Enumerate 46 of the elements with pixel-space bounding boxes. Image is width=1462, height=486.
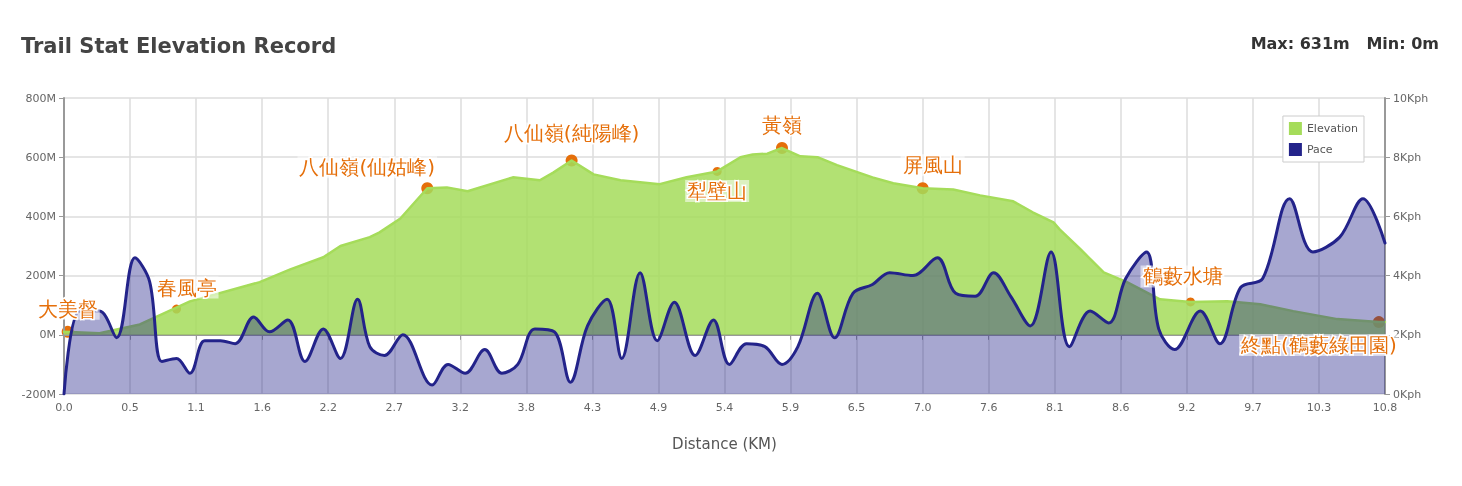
x-tick-label: 1.6 bbox=[253, 401, 271, 414]
x-tick-label: 9.2 bbox=[1178, 401, 1196, 414]
x-tick-label: 8.6 bbox=[1112, 401, 1130, 414]
chart-subtitle: Max: 631m Min: 0m bbox=[1250, 33, 1439, 53]
x-tick-label: 0.0 bbox=[55, 401, 73, 414]
x-tick-label: 10.3 bbox=[1306, 401, 1332, 414]
y2-tick-label: 8Kph bbox=[1393, 150, 1422, 164]
annotation: 大美督 bbox=[37, 296, 98, 321]
annotation: 終點(鶴藪綠田園) bbox=[1240, 333, 1397, 358]
legend-label: Elevation bbox=[1306, 122, 1359, 135]
annotation: 黃嶺 bbox=[761, 113, 802, 138]
y-tick-label: 600M bbox=[25, 150, 56, 164]
x-tick-label: 4.3 bbox=[583, 401, 602, 414]
y2-tick-label: 6Kph bbox=[1393, 209, 1422, 223]
y-tick-label: 200M bbox=[25, 269, 56, 283]
annotation: 鶴藪水塘 bbox=[1142, 264, 1223, 289]
x-tick-label: 5.9 bbox=[781, 401, 800, 414]
x-tick-label: 7.0 bbox=[913, 401, 932, 414]
y2-tick-label: 0Kph bbox=[1393, 387, 1422, 401]
x-tick-label: 8.1 bbox=[1046, 401, 1064, 414]
x-tick-label: 3.2 bbox=[451, 401, 470, 414]
annotation: 春風亭 bbox=[156, 275, 217, 300]
y-tick-label: 400M bbox=[25, 209, 56, 223]
legend-label: Pace bbox=[1306, 143, 1333, 156]
y2-tick-label: 4Kph bbox=[1393, 269, 1422, 283]
annotation: 犁壁山 bbox=[687, 178, 748, 203]
x-tick-label: 4.9 bbox=[649, 401, 668, 414]
y-tick-label: 0M bbox=[39, 328, 56, 342]
x-tick-label: 7.6 bbox=[979, 401, 998, 414]
x-tick-label: 6.5 bbox=[847, 401, 866, 414]
x-axis-title: Distance (KM) bbox=[672, 434, 777, 453]
y-tick-label: 800M bbox=[25, 91, 56, 105]
annotation: 屏風山 bbox=[902, 153, 963, 178]
x-tick-label: 2.2 bbox=[319, 401, 337, 414]
annotation: 八仙嶺(仙姑峰) bbox=[299, 155, 436, 180]
x-tick-label: 2.7 bbox=[385, 401, 403, 414]
annotation: 八仙嶺(純陽峰) bbox=[503, 121, 640, 146]
x-tick-label: 9.7 bbox=[1244, 401, 1262, 414]
y2-tick-label: 10Kph bbox=[1393, 91, 1429, 105]
x-tick-label: 5.4 bbox=[715, 401, 734, 414]
x-tick-label: 3.8 bbox=[517, 401, 536, 414]
x-tick-label: 1.1 bbox=[187, 401, 205, 414]
x-tick-label: 0.5 bbox=[121, 401, 139, 414]
y-tick-label: -200M bbox=[21, 387, 56, 401]
x-tick-label: 10.8 bbox=[1372, 401, 1398, 414]
chart-title: Trail Stat Elevation Record bbox=[21, 33, 337, 58]
